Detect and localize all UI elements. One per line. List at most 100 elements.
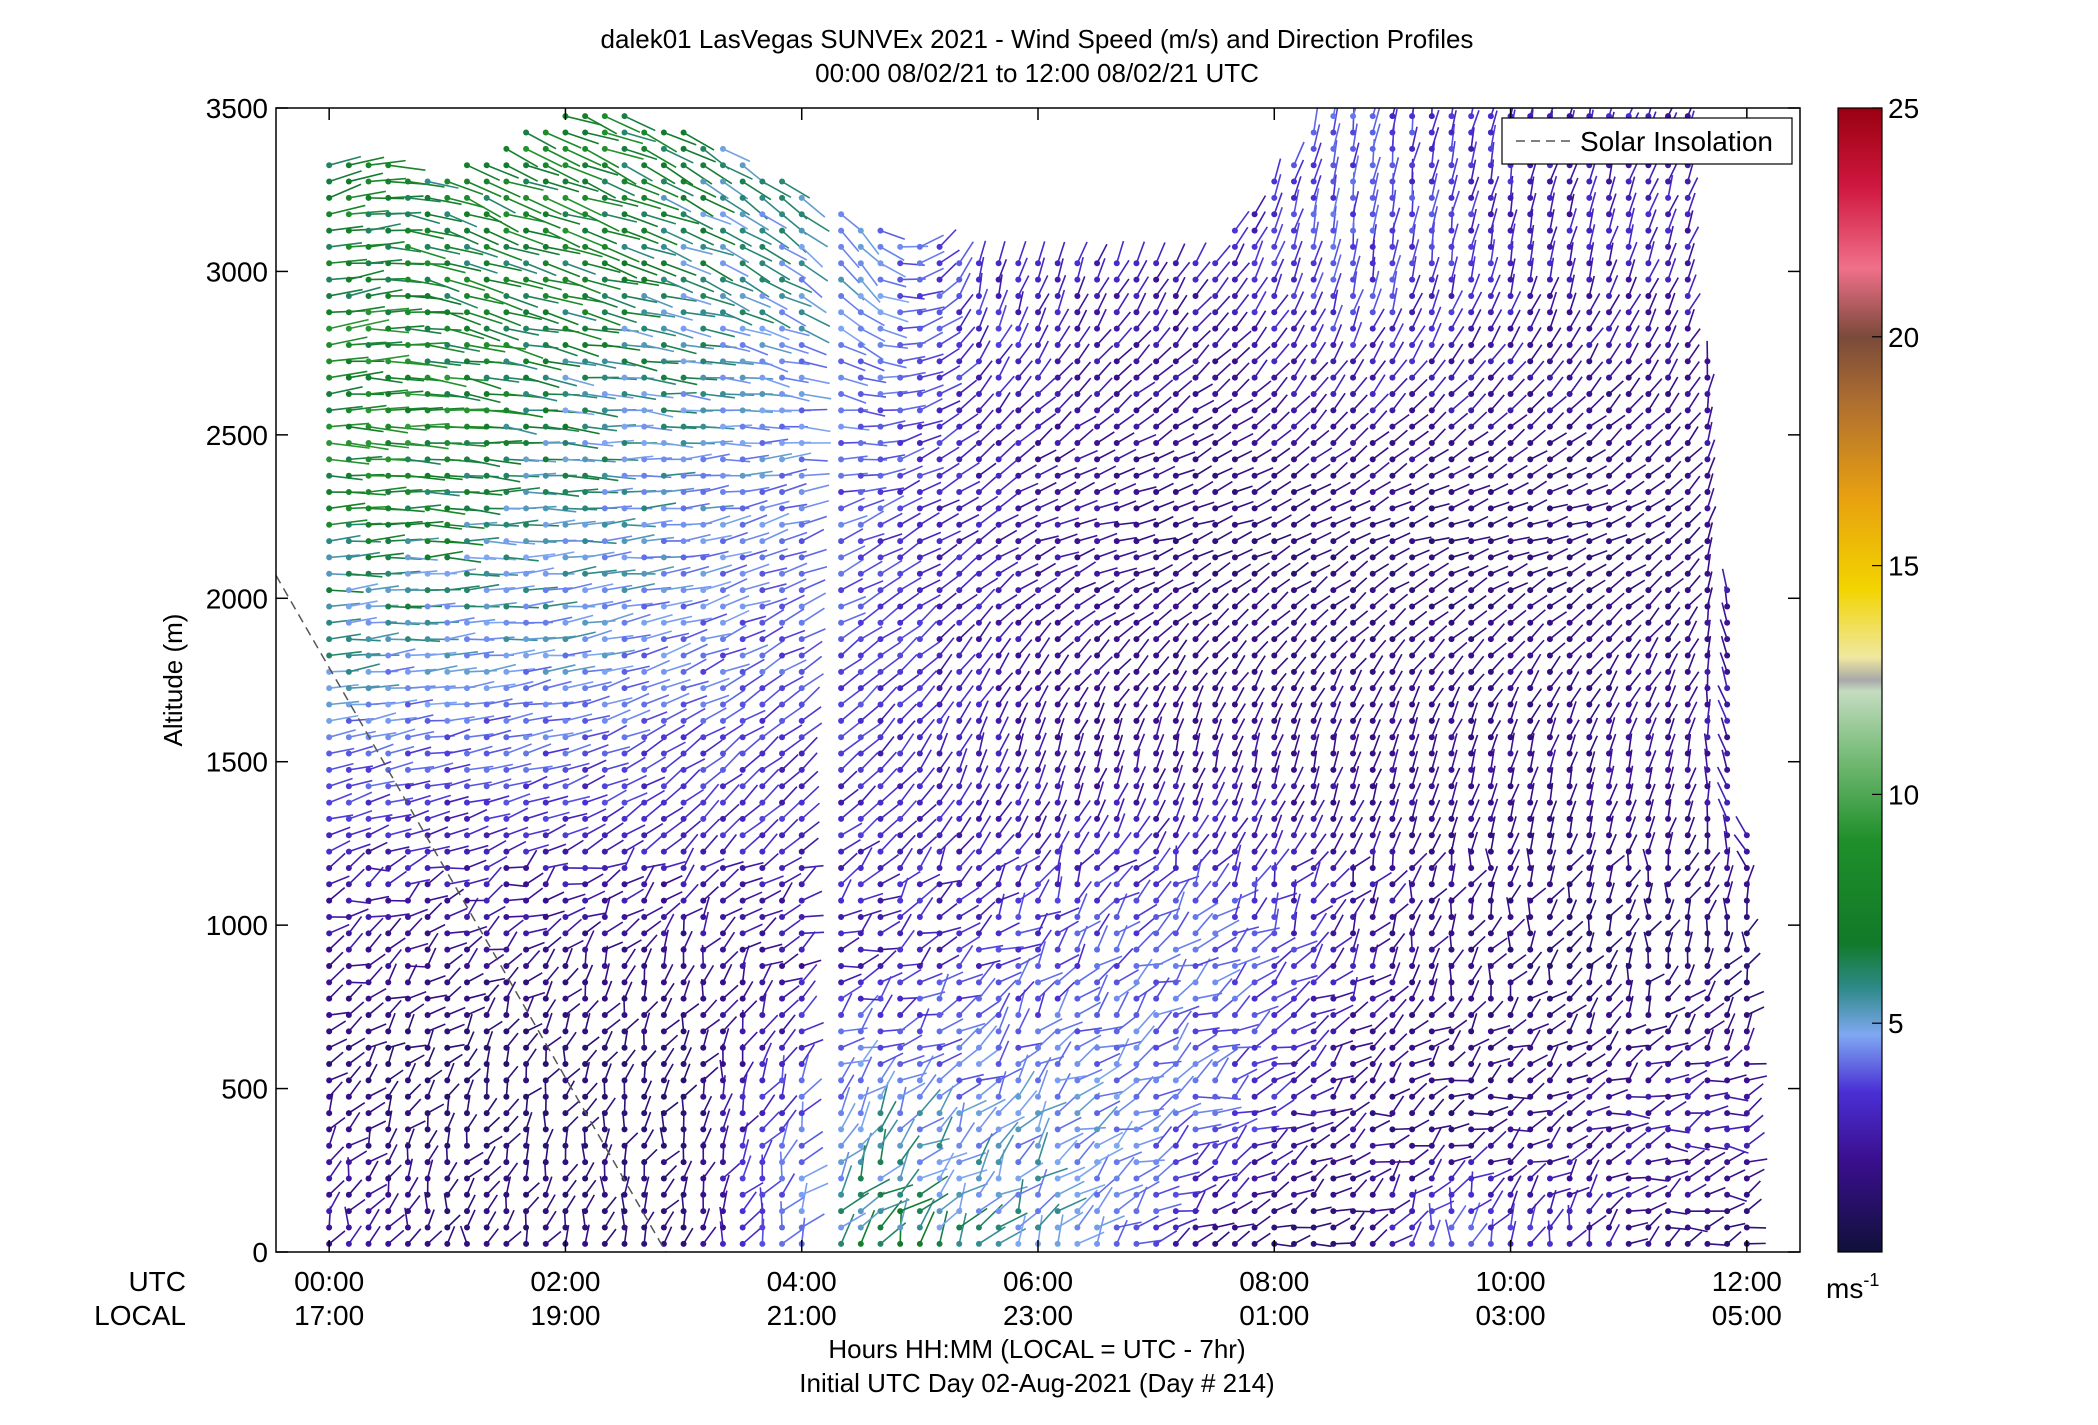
wind-barb bbox=[328, 935, 345, 951]
wind-barb-point bbox=[562, 341, 569, 348]
wind-barb-point bbox=[916, 505, 923, 512]
wind-barb-point bbox=[857, 1061, 864, 1068]
wind-barb-point bbox=[857, 864, 864, 871]
wind-barb bbox=[722, 376, 751, 384]
wind-barb bbox=[585, 327, 620, 334]
wind-barb bbox=[604, 1030, 613, 1049]
wind-barb-point bbox=[641, 456, 648, 463]
wind-barb-point bbox=[463, 979, 470, 986]
wind-barb bbox=[466, 1177, 475, 1196]
wind-barb-point bbox=[779, 668, 786, 675]
wind-barb-point bbox=[956, 521, 963, 528]
wind-barb bbox=[525, 246, 560, 256]
wind-barb bbox=[368, 354, 410, 363]
wind-barb-point bbox=[798, 979, 805, 986]
wind-barb-point bbox=[503, 570, 510, 577]
wind-barb-point bbox=[1054, 848, 1061, 855]
wind-barb-point bbox=[956, 423, 963, 430]
wind-barb bbox=[683, 229, 715, 246]
wind-barb bbox=[446, 1112, 456, 1130]
wind-barb-point bbox=[345, 276, 352, 283]
wind-barb-point bbox=[719, 750, 726, 757]
wind-barb-point bbox=[719, 227, 726, 234]
wind-barb-point bbox=[621, 260, 628, 267]
wind-barb-point bbox=[759, 211, 766, 218]
wind-barb-point bbox=[739, 1224, 746, 1231]
wind-barb-point bbox=[621, 946, 628, 953]
wind-barb-point bbox=[936, 1142, 943, 1149]
wind-barb-point bbox=[739, 587, 746, 594]
wind-barb-point bbox=[916, 358, 923, 365]
wind-barb-point bbox=[877, 766, 884, 773]
wind-barb-point bbox=[424, 472, 431, 479]
wind-barb-point bbox=[542, 1175, 549, 1182]
wind-barb-point bbox=[601, 1012, 608, 1019]
wind-barb-point bbox=[779, 227, 786, 234]
wind-barb-point bbox=[838, 668, 845, 675]
wind-barb-point bbox=[877, 1077, 884, 1084]
wind-barb bbox=[683, 295, 712, 306]
wind-barb-point bbox=[404, 374, 411, 381]
wind-barb-point bbox=[523, 472, 530, 479]
wind-barb-point bbox=[483, 1044, 490, 1051]
wind-barb bbox=[505, 1098, 520, 1114]
wind-barb bbox=[683, 473, 711, 477]
wind-barb-point bbox=[857, 946, 864, 953]
wind-barb-point bbox=[424, 1191, 431, 1198]
wind-barb-point bbox=[503, 1061, 510, 1068]
wind-barb-point bbox=[838, 1061, 845, 1068]
wind-barb bbox=[702, 896, 710, 918]
wind-barb bbox=[604, 869, 621, 885]
wind-barb-point bbox=[1035, 685, 1041, 692]
wind-barb bbox=[683, 453, 712, 461]
wind-barb-point bbox=[680, 423, 687, 430]
wind-barb-point bbox=[798, 783, 805, 790]
wind-barb-point bbox=[523, 407, 530, 414]
wind-barb bbox=[407, 1128, 415, 1147]
wind-barb-point bbox=[404, 652, 411, 659]
wind-barb bbox=[368, 288, 403, 297]
wind-barb bbox=[486, 1228, 499, 1245]
wind-barb-point bbox=[424, 325, 431, 332]
wind-barb-point bbox=[700, 995, 707, 1002]
wind-barb-point bbox=[463, 897, 470, 904]
wind-barb-point bbox=[483, 276, 490, 283]
wind-barb-point bbox=[759, 864, 766, 871]
wind-barb-point bbox=[483, 456, 490, 463]
wind-barb-point bbox=[542, 440, 549, 447]
wind-barb-point bbox=[975, 717, 982, 724]
wind-barb-point bbox=[798, 930, 805, 937]
wind-barb-point bbox=[897, 701, 904, 708]
wind-barb-point bbox=[660, 194, 667, 201]
wind-barb bbox=[525, 180, 559, 191]
wind-barb-point bbox=[936, 276, 943, 283]
wind-barb-point bbox=[1015, 374, 1022, 381]
wind-barb-point bbox=[1035, 358, 1041, 365]
wind-barb-point bbox=[385, 554, 392, 561]
wind-barb bbox=[545, 262, 581, 278]
wind-barb bbox=[466, 745, 493, 755]
wind-barb-point bbox=[660, 864, 667, 871]
wind-barb-point bbox=[365, 1044, 372, 1051]
wind-barb-point bbox=[424, 1159, 431, 1166]
wind-barb-point bbox=[798, 1110, 805, 1117]
wind-barb-point bbox=[326, 538, 333, 545]
wind-barb-point bbox=[779, 1077, 786, 1084]
wind-barb-point bbox=[621, 374, 628, 381]
wind-barb bbox=[604, 1211, 615, 1228]
wind-barb-point bbox=[857, 930, 864, 937]
wind-barb-point bbox=[975, 1224, 982, 1231]
wind-barb-point bbox=[483, 391, 490, 397]
wind-barb-point bbox=[345, 1028, 352, 1035]
wind-barb bbox=[565, 520, 596, 526]
wind-barb-point bbox=[779, 734, 786, 741]
wind-barb-point bbox=[700, 930, 707, 937]
wind-barb bbox=[604, 862, 627, 869]
wind-barb bbox=[486, 376, 520, 383]
wind-barb-point bbox=[995, 1110, 1002, 1117]
wind-barb bbox=[348, 852, 365, 869]
wind-barb-point bbox=[562, 489, 569, 496]
wind-barb-point bbox=[601, 619, 608, 626]
wind-barb-point bbox=[424, 570, 431, 577]
wind-barb-point bbox=[838, 521, 845, 528]
